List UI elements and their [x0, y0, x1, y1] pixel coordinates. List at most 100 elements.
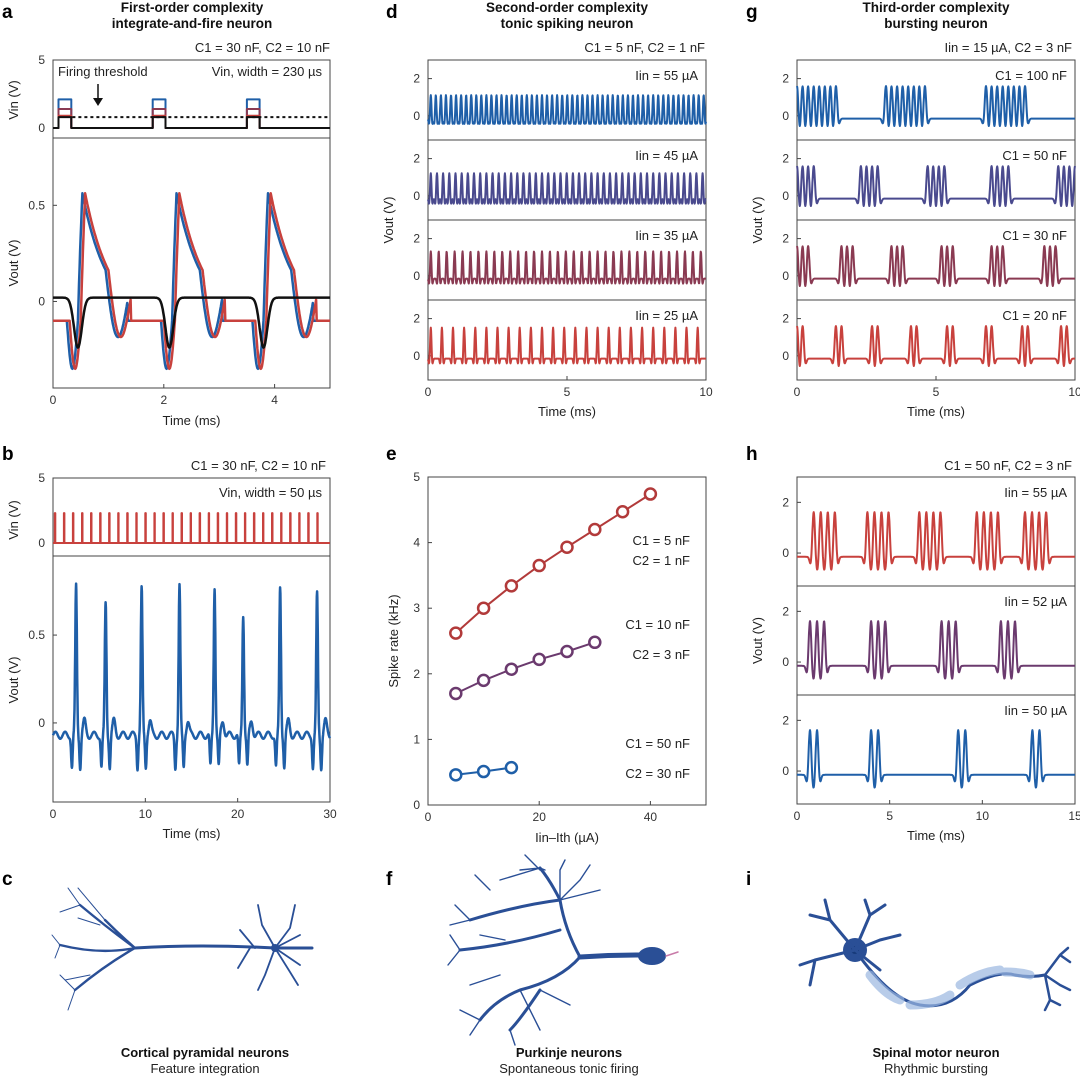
panel-g-xtick-0: 0	[794, 385, 801, 399]
panel-a-vin-note: Vin, width = 230 µs	[212, 64, 323, 79]
panel-e-point-2-1	[476, 764, 491, 779]
caption-c-subtitle: Feature integration	[150, 1061, 259, 1076]
panel-a-vout-trace-black	[52, 296, 331, 349]
caption-f-subtitle: Spontaneous tonic firing	[499, 1061, 638, 1076]
panel-a-title-1: First-order complexity	[121, 0, 264, 15]
panel-b-xlabel: Time (ms)	[162, 826, 220, 841]
panel-e-point-1-3	[532, 652, 546, 667]
panel-label-f: f	[386, 869, 393, 890]
panel-g-trace-1	[796, 165, 1076, 207]
panel-b-vout-ylabel: Vout (V)	[6, 657, 21, 704]
panel-g-s0-ytick-0: 0	[782, 109, 789, 123]
panel-b-vout-ytick-0: 0	[38, 716, 45, 730]
panel-d-series-label-2: Iin = 35 µA	[635, 228, 698, 243]
panel-a-xtick-0: 0	[50, 393, 57, 407]
panel-h-trace-2	[796, 729, 1076, 789]
panel-a-vin-trace-0	[53, 98, 330, 129]
panel-b-vout-frame	[52, 555, 331, 803]
caption-c-title: Cortical pyramidal neurons	[121, 1045, 289, 1060]
panel-d-s2-ytick-0: 0	[413, 269, 420, 283]
panel-d-xtick-5: 5	[564, 385, 571, 399]
panel-e-legend-1-c1: C1 = 10 nF	[625, 617, 690, 632]
panel-d-trace-0	[427, 94, 707, 125]
panel-g-s2-ytick-2: 2	[782, 232, 789, 246]
panel-e-legend-2-c2: C2 = 30 nF	[625, 766, 690, 781]
caption-f-title: Purkinje neurons	[516, 1045, 622, 1060]
panel-e-point-1-0	[449, 686, 463, 701]
panel-e-legend-0-c1: C1 = 5 nF	[633, 533, 691, 548]
panel-e-point-2-2	[504, 760, 519, 775]
panel-h-xtick-0: 0	[794, 809, 801, 823]
panel-d-xtick-10: 10	[699, 385, 713, 399]
panel-g-s3-ytick-0: 0	[782, 349, 789, 363]
panel-g-trace-3	[796, 325, 1076, 367]
panel-e-point-1-4	[560, 644, 574, 659]
panel-d-params: C1 = 5 nF, C2 = 1 nF	[584, 40, 705, 55]
panel-d-trace-1	[427, 172, 707, 205]
panel-d-s0-ytick-0: 0	[413, 109, 420, 123]
panel-h-trace-0	[796, 511, 1076, 571]
panel-h-s0-ytick-2: 2	[782, 495, 789, 509]
panel-h-xlabel: Time (ms)	[907, 828, 965, 843]
panel-d-title-1: Second-order complexity	[486, 0, 649, 15]
panel-h-s2-ytick-0: 0	[782, 764, 789, 778]
panel-g-s1-ytick-0: 0	[782, 189, 789, 203]
panel-d-xlabel: Time (ms)	[538, 404, 596, 419]
panel-e-point-0-3	[532, 558, 546, 573]
panel-a-vout-trace-0	[52, 192, 331, 371]
panel-e-point-1-2	[504, 662, 519, 676]
panel-a-vout-trace-1	[52, 192, 331, 371]
panel-b-vin-ytick-0: 0	[38, 536, 45, 550]
panel-d-s0-ytick-2: 2	[413, 72, 420, 86]
panel-e-legend-2-c1: C1 = 50 nF	[625, 736, 690, 751]
panel-h-xtick-15: 15	[1068, 809, 1080, 823]
panel-e-legend-1-c2: C2 = 3 nF	[633, 647, 691, 662]
panel-a-vout-ylabel: Vout (V)	[6, 240, 21, 287]
panel-d-series-label-0: Iin = 55 µA	[635, 68, 698, 83]
panel-d-s1-ytick-0: 0	[413, 189, 420, 203]
panel-e-ytick-2: 2	[413, 667, 420, 681]
panel-g-xlabel: Time (ms)	[907, 404, 965, 419]
panel-h-s1-ytick-2: 2	[782, 604, 789, 618]
panel-g-xtick-5: 5	[933, 385, 940, 399]
panel-label-a: a	[2, 2, 13, 23]
panel-b-xtick-30: 30	[323, 807, 337, 821]
panel-e-ytick-0: 0	[413, 798, 420, 812]
panel-d-trace-3	[427, 326, 707, 365]
panel-b-xtick-0: 0	[50, 807, 57, 821]
panel-a-vin-ytick-0: 0	[38, 121, 45, 135]
panel-g-title-2: bursting neuron	[884, 16, 988, 31]
panel-g-s3-ytick-2: 2	[782, 312, 789, 326]
panel-b-vin-trace	[53, 512, 330, 544]
arrow-down-icon	[93, 98, 103, 106]
panel-a-xlabel: Time (ms)	[162, 413, 220, 428]
panel-d-trace-2	[427, 250, 707, 285]
panel-d-series-label-3: Iin = 25 µA	[635, 308, 698, 323]
panel-h-s2-ytick-2: 2	[782, 713, 789, 727]
panel-label-h: h	[746, 444, 758, 465]
panel-label-b: b	[2, 444, 14, 465]
panel-h-xtick-10: 10	[976, 809, 990, 823]
panel-b-vout-trace	[51, 582, 332, 772]
panel-e-point-0-5	[588, 522, 602, 537]
panel-g-s0-ytick-2: 2	[782, 72, 789, 86]
caption-i-subtitle: Rhythmic bursting	[884, 1061, 988, 1076]
panel-d-s2-ytick-2: 2	[413, 232, 420, 246]
panel-label-c: c	[2, 869, 13, 890]
panel-a-vin-ylabel: Vin (V)	[6, 80, 21, 120]
panel-d-series-label-1: Iin = 45 µA	[635, 148, 698, 163]
panel-h-params: C1 = 50 nF, C2 = 3 nF	[944, 458, 1072, 473]
panel-e-frame	[427, 476, 707, 806]
panel-e-xlabel: Iin–Ith (µA)	[535, 830, 599, 845]
panel-g-title-1: Third-order complexity	[862, 0, 1010, 15]
motor-neuron-illustration	[798, 898, 1072, 1012]
panel-d-ylabel: Vout (V)	[381, 197, 396, 244]
panel-a-vout-ytick-0: 0	[38, 294, 45, 308]
panel-a-vin-trace-1	[53, 108, 330, 129]
panel-b-xtick-20: 20	[231, 807, 245, 821]
panel-e-point-0-2	[504, 579, 519, 593]
panel-e-point-0-0	[449, 626, 463, 640]
panel-b-vin-note: Vin, width = 50 µs	[219, 485, 323, 500]
panel-g-series-label-3: C1 = 20 nF	[1002, 308, 1067, 323]
